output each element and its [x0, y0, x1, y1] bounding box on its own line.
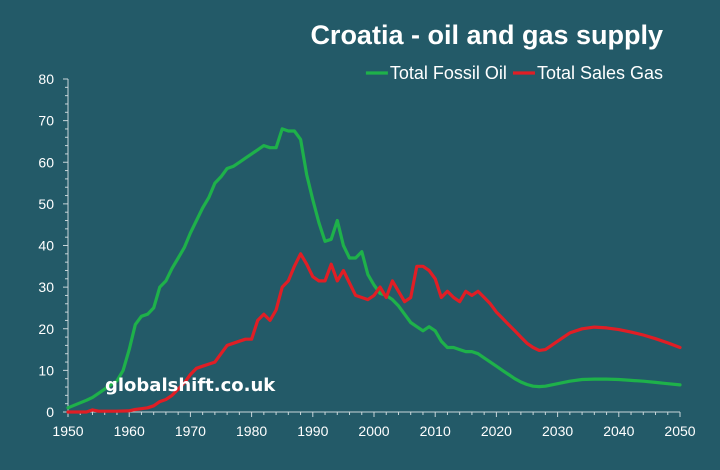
y-tick-label: 60 [38, 154, 54, 170]
x-tick-label: 1990 [297, 423, 328, 439]
x-tick-label: 1960 [114, 423, 145, 439]
x-tick-label: 2040 [603, 423, 634, 439]
y-tick-label: 20 [38, 321, 54, 337]
y-tick-label: 40 [38, 238, 54, 254]
x-tick-label: 1950 [52, 423, 83, 439]
y-tick-label: 70 [38, 113, 54, 129]
legend: Total Sales Gas Total Fossil Oil [365, 63, 663, 83]
x-tick-label: 2020 [481, 423, 512, 439]
y-tick-label: 50 [38, 196, 54, 212]
x-tick-label: 1970 [175, 423, 206, 439]
series-line-total-fossil-oil [66, 127, 682, 410]
x-tick-label: 2010 [420, 423, 451, 439]
x-tick-label: 1980 [236, 423, 267, 439]
x-tick-label: 2030 [542, 423, 573, 439]
y-tick-label: 0 [46, 404, 54, 420]
y-tick-label: 10 [38, 362, 54, 378]
x-tick-label: 2050 [664, 423, 695, 439]
watermark: globalshift.co.uk [105, 375, 276, 396]
series-layer [66, 127, 682, 414]
y-tick-label: 30 [38, 279, 54, 295]
y-tick-label: 80 [38, 71, 54, 87]
chart-title: Croatia - oil and gas supply [310, 20, 663, 50]
series-line-total-sales-gas [66, 252, 682, 414]
x-tick-label: 2000 [358, 423, 389, 439]
legend-label: Total Sales Gas [537, 63, 663, 83]
legend-label: Total Fossil Oil [390, 63, 507, 83]
